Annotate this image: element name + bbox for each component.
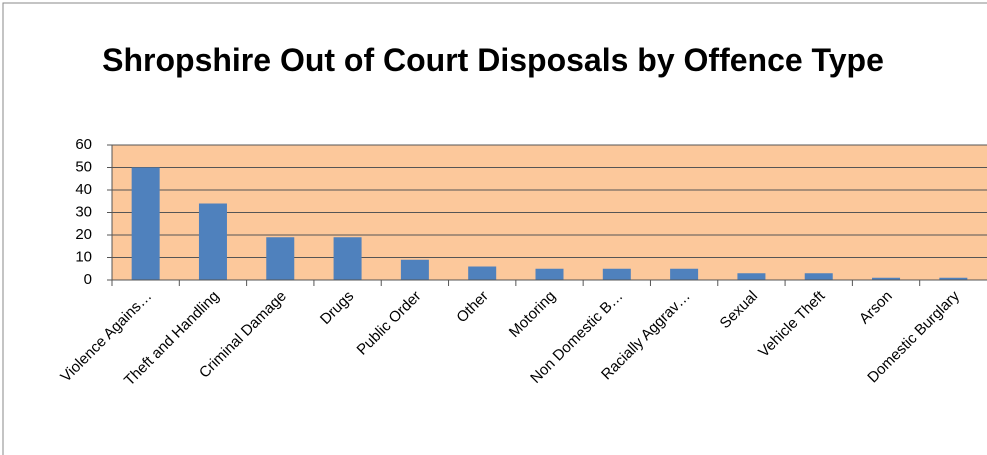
bar: [670, 268, 699, 280]
bar: [535, 268, 564, 280]
x-tick-label: Drugs: [317, 288, 357, 328]
y-tick-label: 30: [75, 203, 92, 220]
bar: [266, 237, 295, 280]
x-tick-label: Other: [453, 288, 492, 327]
y-tick-label: 50: [75, 158, 92, 175]
x-tick-label: Sexual: [717, 288, 761, 332]
y-tick-label: 40: [75, 181, 92, 198]
bar: [939, 277, 968, 280]
y-tick-label: 0: [84, 271, 92, 288]
y-tick-label: 60: [75, 136, 92, 153]
bar: [468, 266, 497, 280]
bar: [737, 273, 766, 280]
y-tick-label: 20: [75, 226, 92, 243]
bar: [131, 167, 160, 280]
x-tick-label: Arson: [856, 288, 896, 328]
bar: [333, 237, 362, 280]
x-tick-label: Motoring: [506, 288, 559, 341]
bar: [400, 259, 429, 280]
bar: [198, 203, 227, 280]
bar: [804, 273, 833, 280]
chart-title: Shropshire Out of Court Disposals by Off…: [102, 42, 884, 78]
y-tick-label: 10: [75, 248, 92, 265]
bar: [872, 277, 901, 280]
bar: [602, 268, 631, 280]
x-tick-label: Vehicle Theft: [755, 287, 829, 361]
x-tick-label: Public Order: [354, 288, 425, 359]
